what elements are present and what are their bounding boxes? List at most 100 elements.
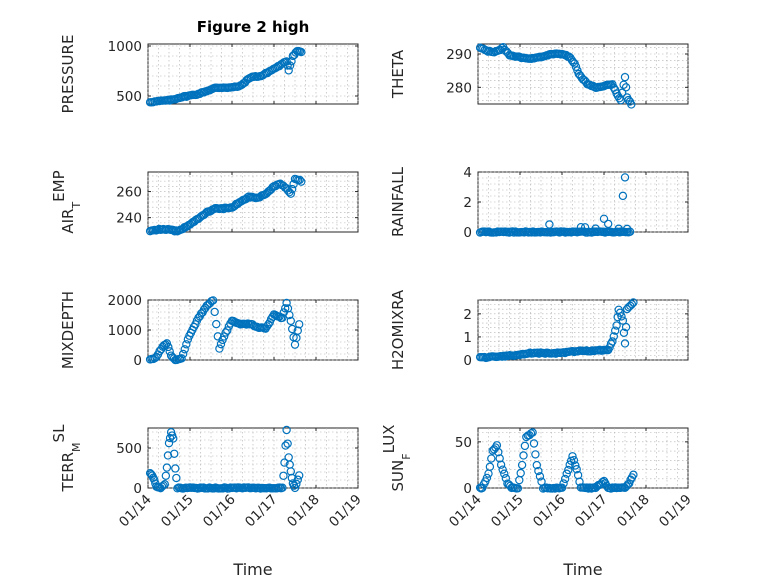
data-point — [223, 326, 232, 335]
data-point — [604, 219, 613, 229]
data-point — [293, 326, 302, 335]
x-tick-label: 01/19 — [656, 492, 695, 531]
data-point — [157, 482, 167, 491]
data-point — [280, 458, 289, 467]
x-tick-label: 01/15 — [158, 492, 197, 531]
data-point — [620, 173, 630, 182]
data-point — [606, 339, 616, 348]
y-tick-label: 240 — [116, 211, 142, 227]
data-point — [627, 100, 636, 109]
y-tick-label: 4 — [463, 165, 472, 181]
data-point — [170, 449, 179, 458]
data-point — [165, 433, 175, 443]
y-axis-label: SUNFLUX — [380, 425, 413, 492]
data-point — [621, 322, 631, 332]
data-point — [620, 72, 630, 82]
data-point — [624, 95, 633, 105]
subplot-air-temp: 240 260 AIRTEMP — [50, 170, 359, 236]
data-point — [182, 340, 191, 349]
y-tick-label: 0 — [463, 225, 472, 241]
y-tick-label: 1000 — [108, 39, 142, 55]
data-point — [618, 191, 628, 201]
data-point — [622, 482, 631, 491]
y-tick-label: 2 — [463, 195, 472, 211]
y-tick-label: 260 — [116, 185, 142, 201]
y-tick-label: 0 — [463, 353, 472, 369]
data-point — [162, 339, 172, 348]
data-point — [191, 320, 200, 329]
data-point — [572, 465, 581, 474]
data-point — [288, 324, 297, 334]
x-tick-label: 01/18 — [284, 492, 323, 531]
data-point — [189, 217, 199, 226]
data-point — [562, 469, 571, 478]
y-tick-label: 1 — [463, 330, 472, 346]
data-point — [496, 45, 505, 55]
y-tick-label: 500 — [116, 441, 142, 457]
data-point — [242, 320, 251, 329]
data-point — [282, 425, 291, 435]
data-point — [164, 342, 173, 352]
plot-area — [147, 427, 359, 489]
data-point — [545, 220, 554, 229]
data-point — [478, 483, 487, 493]
x-tick-label: 01/18 — [614, 492, 653, 531]
data-point — [629, 298, 638, 307]
y-tick-label: 2000 — [108, 293, 142, 309]
subplot-h2omixra: 0 1 2 H2OMIXRA — [389, 289, 689, 370]
data-point — [487, 454, 496, 463]
y-axis-label: AIRTEMP — [50, 170, 83, 233]
subplot-rainfall: 0 2 4 RAINFALL — [389, 165, 689, 241]
data-point — [278, 483, 287, 492]
y-tick-label: 1000 — [108, 323, 142, 339]
subplot-terr-msl: 0 500 01/14 01/15 01/16 01/17 01/18 01/19 TERRMS… — [50, 424, 365, 579]
x-tick-label: 01/17 — [242, 492, 281, 531]
data-point — [565, 460, 574, 469]
data-point — [611, 326, 620, 335]
data-point — [495, 454, 504, 463]
data-point — [615, 308, 625, 317]
data-point — [494, 447, 503, 457]
data-point — [599, 214, 609, 224]
data-point — [278, 313, 287, 323]
data-point — [172, 473, 181, 483]
data-point — [531, 450, 540, 459]
data-point — [618, 88, 627, 97]
data-point — [618, 316, 628, 325]
y-axis-label: MIXDEPTH — [59, 291, 77, 369]
data-point — [180, 345, 189, 354]
data-point — [620, 339, 630, 348]
y-tick-label: 500 — [116, 89, 142, 105]
data-point — [569, 57, 578, 67]
data-point — [168, 434, 178, 443]
data-point — [609, 332, 619, 341]
data-point — [557, 483, 567, 492]
data-point — [534, 466, 543, 476]
data-point — [229, 202, 238, 212]
data-point — [491, 443, 500, 452]
data-point — [293, 475, 302, 484]
data-point — [571, 461, 580, 470]
data-point — [178, 349, 188, 359]
data-point — [622, 224, 632, 234]
data-point — [161, 471, 171, 480]
data-point — [621, 83, 631, 92]
y-tick-label: 290 — [446, 47, 472, 63]
data-point — [194, 313, 203, 322]
data-point — [292, 479, 301, 489]
data-point — [517, 460, 527, 470]
y-tick-label: 0 — [133, 481, 142, 497]
data-point — [485, 462, 495, 471]
data-point — [166, 351, 176, 360]
data-point — [500, 469, 509, 478]
data-point — [279, 471, 288, 480]
data-point — [162, 463, 172, 472]
data-point — [519, 451, 528, 460]
plot-area — [477, 427, 689, 489]
data-point — [295, 175, 304, 185]
data-point — [526, 429, 536, 438]
x-tick-label: 01/17 — [572, 492, 611, 531]
data-point — [482, 473, 492, 483]
x-tick-label: 01/16 — [530, 492, 569, 531]
